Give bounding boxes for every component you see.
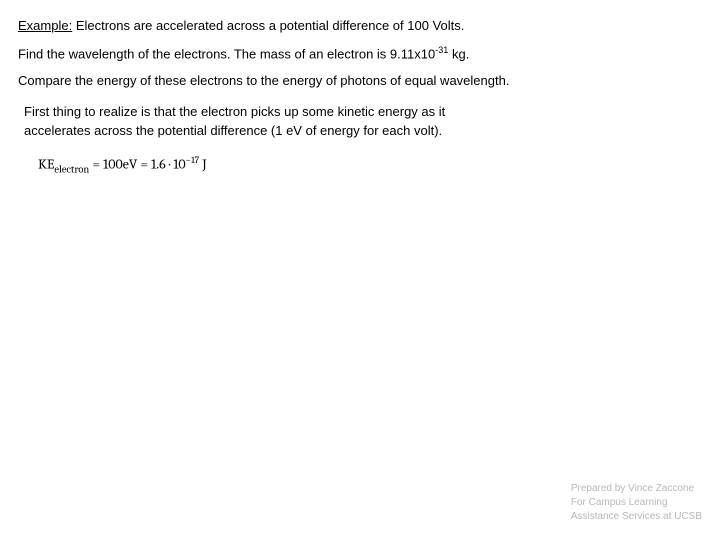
example-line-2: Find the wavelength of the electrons. Th… bbox=[18, 43, 702, 65]
ke-subscript: electron bbox=[54, 163, 89, 175]
explanation-line-1: First thing to realize is that the elect… bbox=[24, 104, 445, 119]
footer-line-2: For Campus Learning bbox=[571, 496, 702, 510]
example-line-2b: kg. bbox=[448, 46, 469, 61]
example-line-1-text: Electrons are accelerated across a poten… bbox=[72, 18, 464, 33]
example-line-2a: Find the wavelength of the electrons. Th… bbox=[18, 46, 435, 61]
example-line-1: Example: Electrons are accelerated acros… bbox=[18, 16, 702, 37]
example-line-3: Compare the energy of these electrons to… bbox=[18, 71, 702, 92]
slide-content: Example: Electrons are accelerated acros… bbox=[0, 0, 720, 191]
ke-label: KE bbox=[38, 155, 54, 172]
footer-line-3: Assistance Services at UCSB bbox=[571, 510, 702, 524]
footer-credit: Prepared by Vince Zaccone For Campus Lea… bbox=[571, 482, 702, 524]
ke-unit: J bbox=[199, 155, 206, 172]
explanation-line-2: accelerates across the potential differe… bbox=[24, 123, 442, 138]
ke-exponent: −17 bbox=[186, 155, 200, 166]
explanation-block: First thing to realize is that the elect… bbox=[24, 102, 584, 141]
ke-values: = 100eV = 1.6 · 10 bbox=[89, 155, 185, 172]
footer-line-1: Prepared by Vince Zaccone bbox=[571, 482, 702, 496]
mass-exponent: -31 bbox=[435, 45, 448, 55]
ke-equation: KEelectron = 100eV = 1.6 · 10−17 J bbox=[38, 155, 702, 175]
example-label: Example: bbox=[18, 18, 72, 33]
